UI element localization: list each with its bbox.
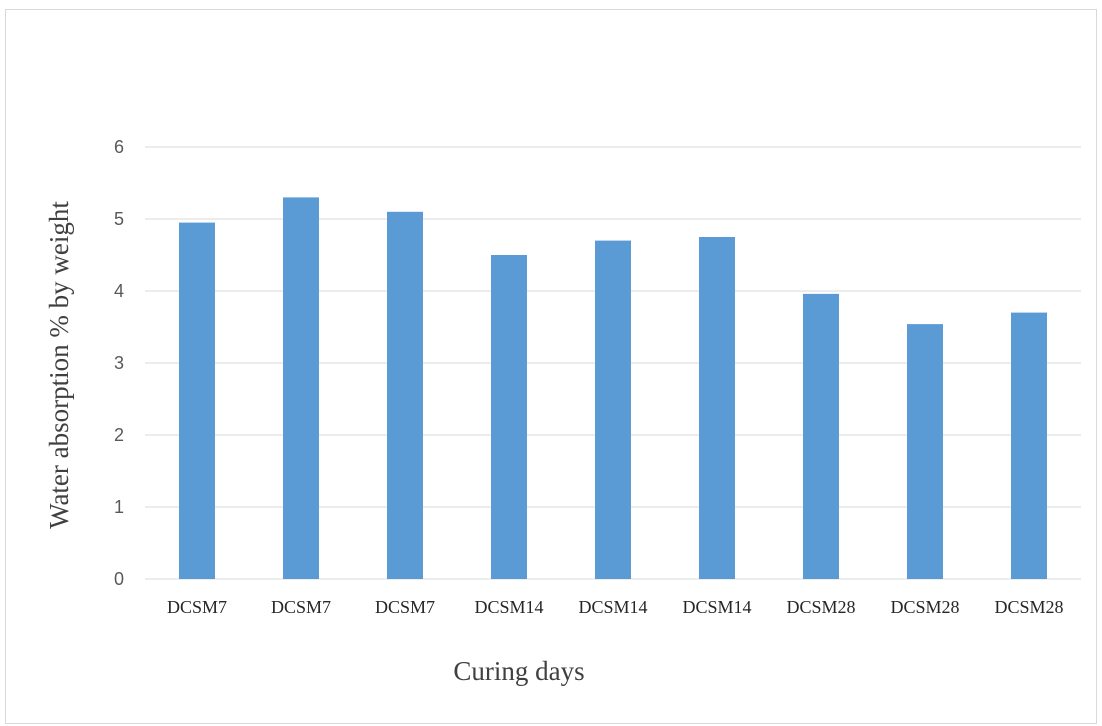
x-tick-label: DCSM14 bbox=[682, 597, 751, 617]
bar bbox=[595, 240, 631, 579]
x-tick-label: DCSM28 bbox=[994, 597, 1063, 617]
y-tick-label: 3 bbox=[114, 353, 124, 373]
x-tick-label: DCSM14 bbox=[474, 597, 543, 617]
y-tick-label: 1 bbox=[114, 497, 124, 517]
bar bbox=[387, 211, 423, 580]
x-tick-label: DCSM7 bbox=[271, 597, 331, 617]
bars bbox=[179, 197, 1047, 580]
bar bbox=[907, 324, 943, 579]
y-tick-label: 6 bbox=[114, 137, 124, 157]
y-tick-label: 0 bbox=[114, 569, 124, 589]
x-axis-title: Curing days bbox=[453, 656, 584, 686]
y-tick-label: 4 bbox=[114, 281, 124, 301]
x-axis-ticks: DCSM7 DCSM7 DCSM7 DCSM14 DCSM14 DCSM14 DCSM28 D… bbox=[167, 597, 1064, 617]
bar bbox=[491, 255, 527, 579]
x-tick-label: DCSM28 bbox=[786, 597, 855, 617]
x-tick-label: DCSM7 bbox=[375, 597, 435, 617]
x-tick-label: DCSM14 bbox=[578, 597, 647, 617]
bar bbox=[179, 222, 215, 579]
y-axis-title: Water absorption % by weight bbox=[44, 201, 74, 529]
bar bbox=[1011, 312, 1047, 579]
x-tick-label: DCSM28 bbox=[890, 597, 959, 617]
bar bbox=[699, 237, 735, 579]
x-tick-label: DCSM7 bbox=[167, 597, 227, 617]
bar bbox=[803, 293, 839, 579]
y-tick-label: 2 bbox=[114, 425, 124, 445]
y-axis-ticks: 0 1 2 3 4 5 6 bbox=[114, 137, 124, 589]
y-tick-label: 5 bbox=[114, 209, 124, 229]
bar bbox=[283, 197, 319, 579]
